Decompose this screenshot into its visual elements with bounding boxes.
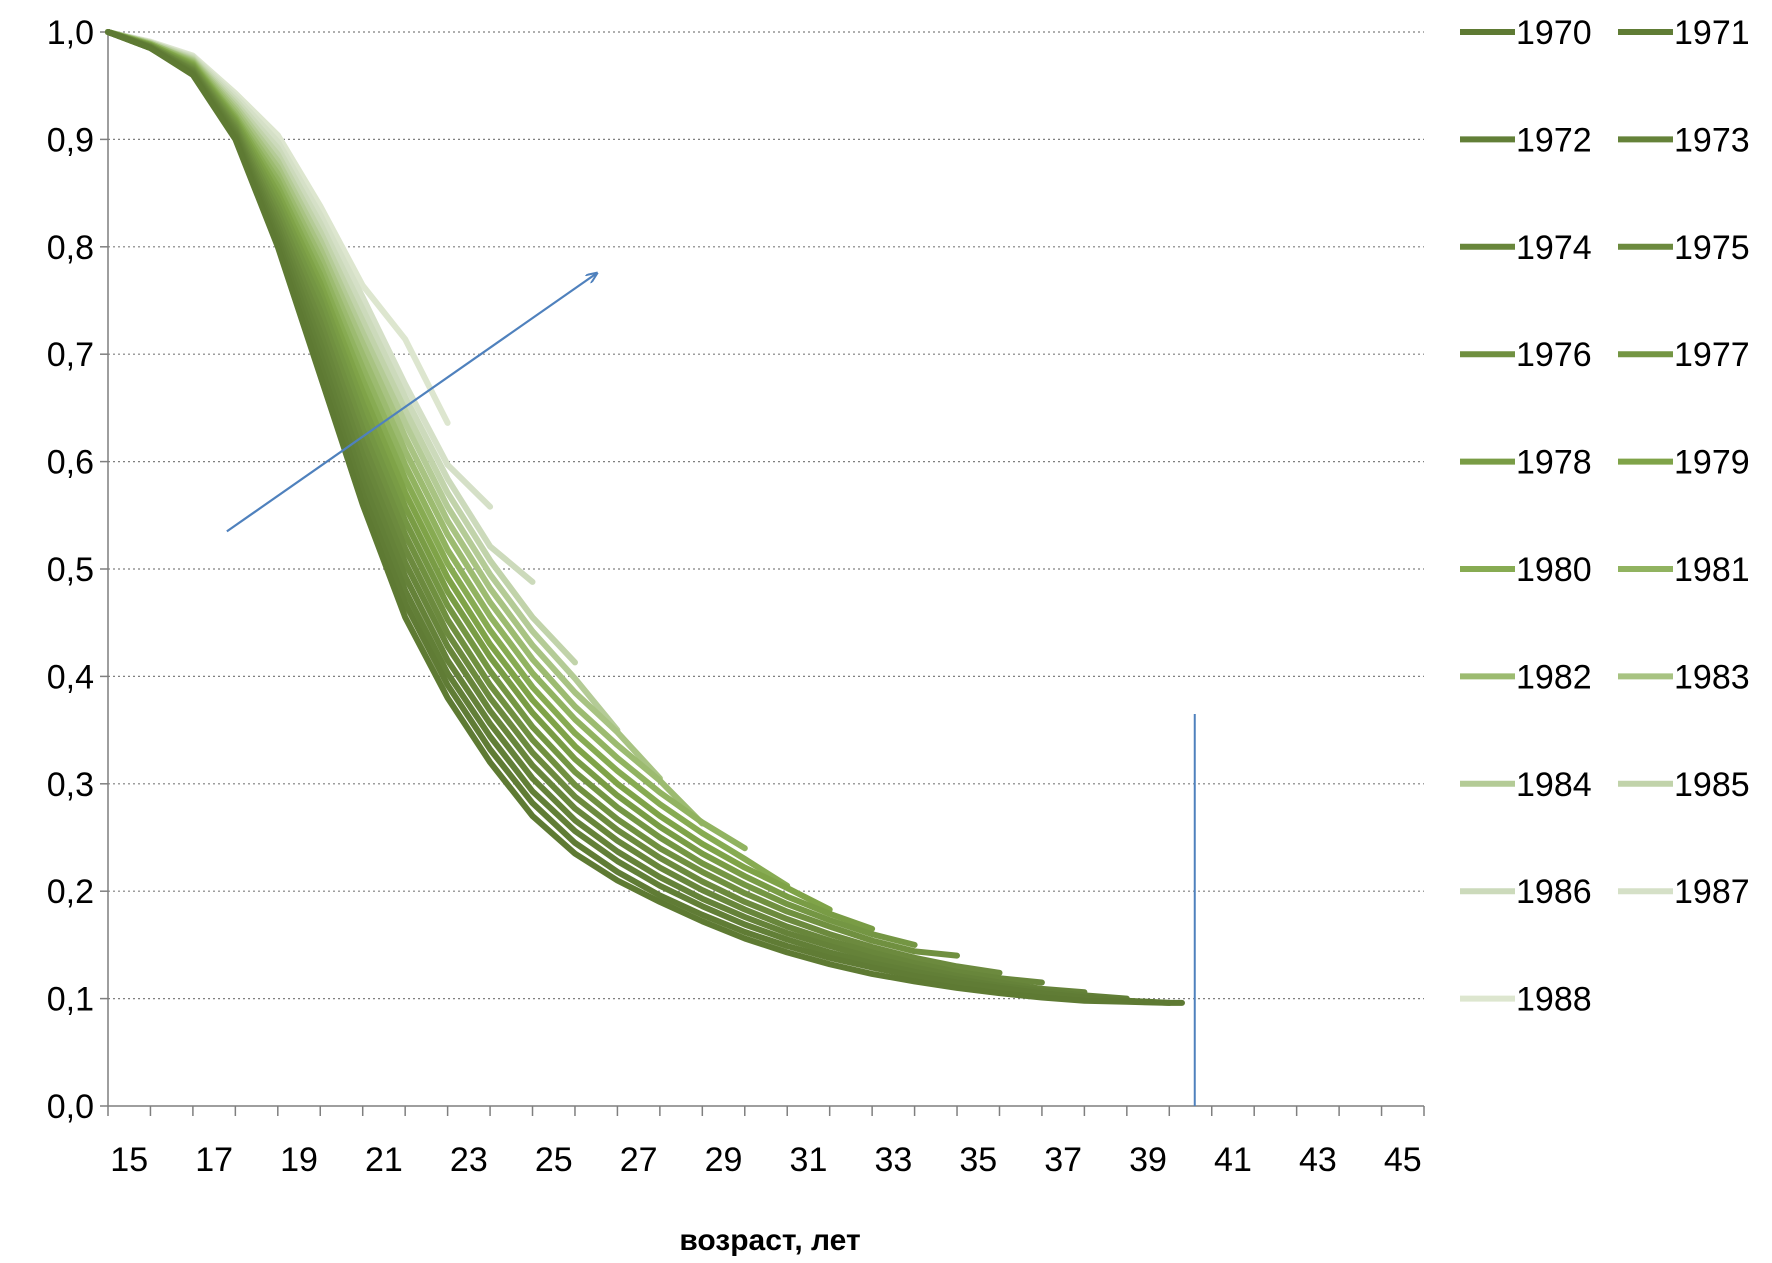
y-tick-label: 0,5 <box>47 551 94 589</box>
x-tick-label: 31 <box>790 1141 828 1179</box>
x-axis-title: возраст, лет <box>679 1224 860 1257</box>
trend-arrow <box>226 274 596 533</box>
y-tick-label: 0,1 <box>47 981 94 1019</box>
series-lines <box>105 29 1185 1006</box>
legend-label-1979: 1979 <box>1674 444 1750 482</box>
series-line-1970 <box>105 29 1185 1006</box>
legend-label-1974: 1974 <box>1516 229 1592 267</box>
x-tick-label: 35 <box>959 1141 997 1179</box>
legend-label-1988: 1988 <box>1516 981 1592 1019</box>
x-tick-label: 25 <box>535 1141 573 1179</box>
y-tick-label: 0,7 <box>47 336 94 374</box>
x-tick-label: 17 <box>195 1141 233 1179</box>
annotations <box>226 274 1196 1106</box>
legend-label-1977: 1977 <box>1674 336 1750 374</box>
legend-label-1986: 1986 <box>1516 873 1592 911</box>
x-tick-label: 15 <box>110 1141 148 1179</box>
legend-label-1971: 1971 <box>1674 14 1750 52</box>
legend-label-1980: 1980 <box>1516 551 1592 589</box>
legend-label-1985: 1985 <box>1674 766 1750 804</box>
y-tick-label: 0,9 <box>47 121 94 159</box>
legend-label-1975: 1975 <box>1674 229 1750 267</box>
x-tick-label: 33 <box>874 1141 912 1179</box>
x-tick-labels: 15 17 19 21 23 25 27 29 31 33 35 37 39 41 43 45 <box>110 1141 1421 1179</box>
legend-label-1973: 1973 <box>1674 121 1750 159</box>
legend-label-1984: 1984 <box>1516 766 1592 804</box>
x-tick-label: 21 <box>365 1141 403 1179</box>
x-tick-label: 27 <box>620 1141 658 1179</box>
axes <box>107 32 1425 1116</box>
legend-label-1981: 1981 <box>1674 551 1750 589</box>
series-line-1979 <box>105 29 833 913</box>
x-tick-label: 29 <box>705 1141 743 1179</box>
y-tick-labels: 0,0 0,1 0,2 0,3 0,4 0,5 0,6 0,7 0,8 0,9 1,0 <box>47 14 94 1126</box>
y-tick-label: 0,4 <box>47 658 94 696</box>
y-tick-label: 0,8 <box>47 229 94 267</box>
legend-label-1978: 1978 <box>1516 444 1592 482</box>
legend-label-1983: 1983 <box>1674 658 1750 696</box>
y-tick-label: 1,0 <box>47 14 94 52</box>
x-tick-label: 41 <box>1214 1141 1252 1179</box>
series-line-1978 <box>105 29 876 932</box>
y-tick-label: 0,3 <box>47 766 94 804</box>
y-tick-label: 0,0 <box>47 1088 94 1126</box>
x-tick-label: 23 <box>450 1141 488 1179</box>
x-tick-label: 45 <box>1384 1141 1422 1179</box>
series-line-1977 <box>105 29 918 948</box>
legend-label-1987: 1987 <box>1674 873 1750 911</box>
y-tick-label: 0,2 <box>47 873 94 911</box>
x-tick-label: 19 <box>280 1141 318 1179</box>
legend-label-1982: 1982 <box>1516 658 1592 696</box>
x-tick-label: 39 <box>1129 1141 1167 1179</box>
y-tick-label: 0,6 <box>47 444 94 482</box>
grid-lines <box>100 31 1424 1107</box>
legend-label-1976: 1976 <box>1516 336 1592 374</box>
legend: 1970 1971 1972 1973 1974 1975 1976 1977 1978 1979… <box>1460 14 1750 1019</box>
legend-label-1972: 1972 <box>1516 121 1592 159</box>
legend-label-1970: 1970 <box>1516 14 1592 52</box>
x-tick-label: 37 <box>1044 1141 1082 1179</box>
x-tick-label: 43 <box>1299 1141 1337 1179</box>
